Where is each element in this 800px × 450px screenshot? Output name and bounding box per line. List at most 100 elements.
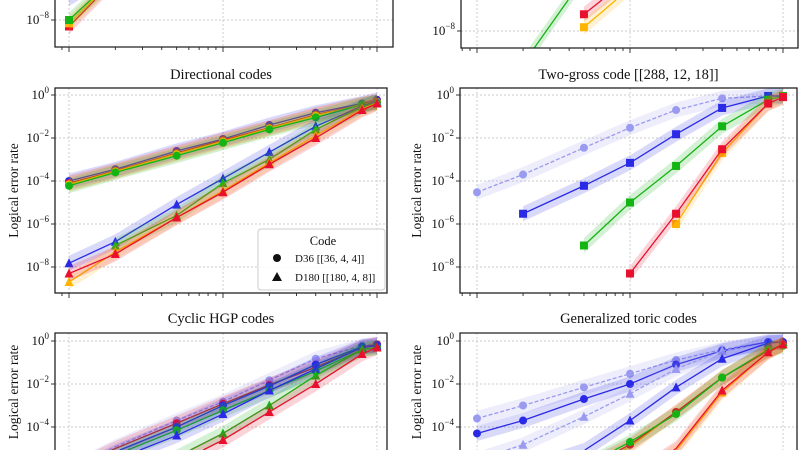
data-point-triangle bbox=[311, 363, 321, 373]
y-axis-label: Logical error rate bbox=[6, 345, 21, 439]
confidence-band bbox=[175, 339, 377, 450]
confidence-band bbox=[69, 0, 101, 31]
panel-title: Generalized toric codes bbox=[560, 311, 697, 327]
series-line bbox=[584, 341, 784, 450]
data-point-circle bbox=[172, 426, 181, 435]
grid bbox=[55, 0, 393, 47]
data-point-square bbox=[519, 209, 528, 218]
plot-area bbox=[528, 0, 625, 49]
plot-area bbox=[473, 334, 788, 450]
data-point-circle bbox=[311, 354, 320, 363]
series-line bbox=[68, 100, 378, 264]
data-point-triangle bbox=[671, 363, 681, 373]
y-axis-label: Logical error rate bbox=[6, 143, 21, 237]
confidence-band bbox=[103, 337, 377, 450]
axes-frame bbox=[54, 332, 388, 450]
series-line bbox=[190, 346, 378, 450]
data-point-square bbox=[672, 220, 681, 228]
data-point-square bbox=[579, 241, 588, 250]
grid bbox=[461, 0, 798, 48]
data-point-square bbox=[579, 10, 588, 19]
series-line bbox=[68, 100, 378, 184]
data-point-triangle bbox=[172, 212, 182, 222]
y-tick-label: 10−8 bbox=[432, 21, 455, 38]
data-point-triangle bbox=[264, 147, 274, 157]
data-point-triangle bbox=[264, 385, 274, 395]
data-point-square bbox=[626, 158, 634, 167]
panel-cyclic-hgp: 100 10−2 10−4 Cyclic HGP codes Logical error… bbox=[6, 311, 388, 450]
confidence-band bbox=[676, 89, 783, 232]
data-point-circle bbox=[519, 170, 528, 179]
data-point-triangle bbox=[218, 173, 228, 183]
data-point-square bbox=[718, 103, 727, 112]
y-tick-label: 100 bbox=[437, 331, 455, 348]
y-tick-label: 10−6 bbox=[431, 214, 454, 231]
y-tick-label: 10−2 bbox=[26, 374, 49, 391]
panel-title: Directional codes bbox=[170, 67, 272, 83]
series-line bbox=[115, 101, 378, 247]
plot-area bbox=[473, 88, 787, 281]
data-point-square bbox=[579, 181, 588, 190]
y-tick-label: 10−2 bbox=[26, 128, 49, 145]
data-point-circle bbox=[718, 373, 727, 382]
axes-frame bbox=[54, 0, 394, 48]
data-point-triangle bbox=[717, 353, 727, 363]
data-point-square bbox=[779, 93, 787, 102]
data-point-triangle bbox=[64, 268, 74, 278]
axes-frame bbox=[54, 87, 388, 294]
confidence-band bbox=[96, 336, 378, 450]
data-point-square bbox=[626, 269, 634, 278]
data-point-triangle bbox=[218, 187, 228, 197]
data-point-triangle bbox=[625, 415, 635, 425]
panel-title: Two-gross code [[288, 12, 18]] bbox=[538, 67, 718, 83]
data-point-circle bbox=[219, 138, 227, 147]
data-point-triangle bbox=[625, 388, 635, 398]
y-tick-label: 10−4 bbox=[431, 171, 454, 188]
data-point-circle bbox=[626, 438, 634, 447]
confidence-band bbox=[583, 88, 783, 254]
confidence-band bbox=[562, 334, 783, 450]
data-point-triangle bbox=[264, 400, 274, 410]
series-line bbox=[522, 95, 783, 215]
series-line bbox=[119, 344, 378, 450]
data-point-square bbox=[764, 99, 773, 108]
series-line bbox=[506, 341, 784, 450]
series-line bbox=[476, 341, 783, 435]
series-line bbox=[673, 343, 784, 450]
axes-frame bbox=[459, 87, 798, 294]
data-point-triangle bbox=[264, 159, 274, 169]
y-tick-label: 10−4 bbox=[431, 417, 454, 434]
data-point-square bbox=[672, 161, 681, 170]
data-point-triangle bbox=[311, 379, 321, 388]
legend-circle-icon bbox=[273, 254, 281, 262]
data-point-circle bbox=[579, 383, 588, 392]
data-point-triangle bbox=[110, 240, 120, 250]
series-line bbox=[68, 101, 378, 185]
data-point-circle bbox=[579, 143, 588, 152]
plot-area bbox=[64, 92, 382, 290]
plot-area bbox=[93, 336, 382, 450]
y-tick-label: 10−4 bbox=[26, 417, 49, 434]
panel-directional: 100 10−2 10−4 10−6 10−8 Directional codes Logi… bbox=[6, 67, 388, 298]
data-point-triangle bbox=[64, 258, 74, 268]
data-point-circle bbox=[473, 429, 481, 438]
series-line bbox=[476, 95, 783, 193]
series-line bbox=[68, 99, 378, 182]
data-point-circle bbox=[672, 410, 681, 419]
data-point-triangle bbox=[717, 385, 727, 395]
data-point-circle bbox=[65, 181, 73, 190]
data-point-circle bbox=[579, 395, 588, 404]
series-line bbox=[614, 345, 784, 450]
data-point-triangle bbox=[218, 178, 228, 188]
data-point-circle bbox=[473, 188, 481, 197]
data-point-triangle bbox=[311, 124, 321, 134]
confidence-band bbox=[115, 94, 378, 254]
panel-top-right-partial: 10−8 bbox=[432, 0, 799, 53]
legend-box bbox=[257, 228, 386, 291]
panel-top-left-partial: 10−8 bbox=[26, 0, 394, 52]
series-line bbox=[68, 102, 378, 275]
data-point-triangle bbox=[372, 342, 382, 352]
data-point-triangle bbox=[671, 382, 681, 392]
y-tick-label: 100 bbox=[32, 85, 50, 102]
data-point-triangle bbox=[372, 98, 382, 108]
